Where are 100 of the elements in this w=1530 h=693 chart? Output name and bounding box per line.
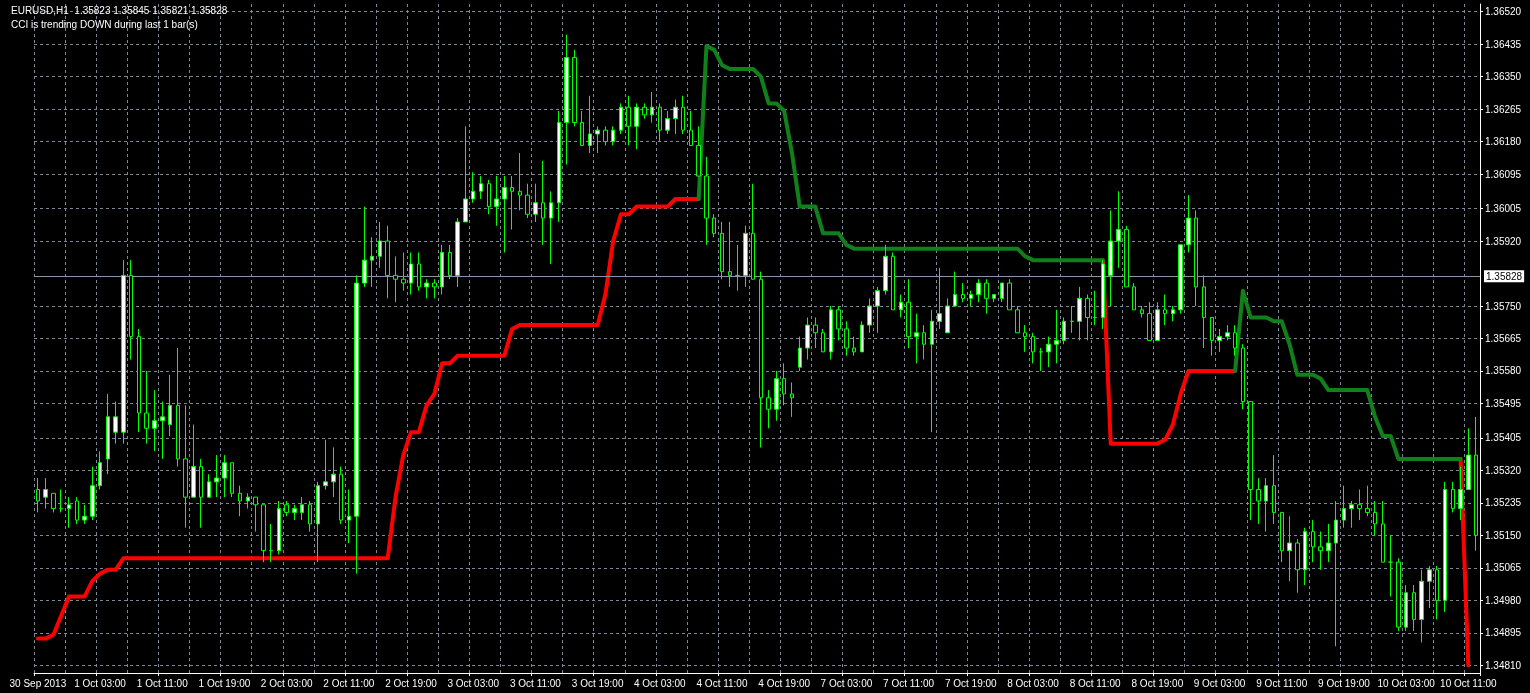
candlestick [634, 102, 639, 150]
candlestick [572, 49, 577, 127]
candlestick [300, 496, 304, 521]
candlestick [1373, 500, 1377, 536]
candlestick [704, 156, 709, 246]
candlestick [953, 271, 957, 307]
candlestick [176, 347, 180, 468]
candlestick [51, 492, 56, 513]
candlestick [759, 271, 763, 448]
candlestick [238, 485, 242, 517]
candlestick [67, 496, 71, 529]
candlestick [798, 336, 802, 372]
candlestick [1435, 565, 1439, 620]
candlestick [152, 389, 157, 452]
candlestick [316, 481, 320, 563]
candlestick [1116, 190, 1121, 269]
candlestick [121, 259, 126, 445]
candlestick [642, 102, 647, 120]
x-tick-label: 7 Oct 19:00 [944, 677, 998, 689]
candlestick [1054, 309, 1059, 364]
candlestick [1132, 282, 1136, 311]
candlestick [487, 179, 491, 215]
candlestick [199, 458, 203, 529]
candlestick [813, 316, 818, 349]
candlestick [191, 424, 196, 498]
candlestick [580, 110, 584, 146]
candlestick [207, 473, 211, 498]
candlestick [1412, 584, 1416, 632]
y-tick-label: 1.35920 [1485, 235, 1522, 247]
candlestick [253, 496, 258, 533]
candlestick [214, 454, 219, 498]
x-tick-label: 9 Oct 11:00 [1256, 677, 1308, 689]
candlestick [766, 389, 771, 429]
candlestick [417, 251, 421, 292]
candlestick [339, 466, 343, 525]
x-tick-label: 1 Oct 03:00 [74, 677, 127, 689]
candlestick [525, 183, 530, 219]
candlestick [1264, 477, 1268, 533]
x-tick-label: 3 Oct 19:00 [571, 677, 624, 689]
candlestick [1396, 557, 1401, 632]
candlestick [502, 175, 507, 253]
candlestick [1077, 286, 1082, 341]
candlestick [494, 175, 499, 227]
candlestick [409, 251, 413, 296]
y-tick-label: 1.35495 [1485, 397, 1522, 409]
candlestick [1318, 531, 1323, 571]
y-tick-label: 1.35405 [1485, 432, 1522, 444]
candlestick [1171, 305, 1175, 322]
y-tick-label: 1.36180 [1485, 136, 1522, 148]
candlestick [891, 251, 895, 311]
candlestick [829, 305, 833, 361]
candlestick [448, 244, 452, 280]
candlestick [1007, 278, 1012, 311]
candlestick [1466, 427, 1471, 490]
candlestick [36, 477, 40, 513]
candlestick [1388, 534, 1393, 598]
candlestick [603, 125, 608, 146]
y-tick-label: 1.36350 [1485, 71, 1522, 83]
candlestick [43, 477, 48, 510]
candlestick [821, 328, 825, 353]
candlestick [160, 401, 165, 460]
y-tick-label: 1.36520 [1485, 6, 1522, 18]
candlestick [689, 110, 693, 146]
candlestick [292, 504, 297, 521]
candlestick [518, 152, 522, 211]
candlestick [1062, 316, 1066, 345]
candlestick [385, 225, 390, 299]
candlestick [626, 95, 631, 146]
candlestick [1085, 294, 1090, 341]
candlestick [455, 217, 460, 288]
candlestick [471, 171, 475, 204]
candlestick [1357, 489, 1362, 521]
candlestick [401, 251, 406, 292]
candlestick [852, 336, 856, 357]
candlestick [1023, 324, 1027, 353]
y-tick-label: 1.34810 [1485, 659, 1522, 671]
candlestick [875, 286, 880, 334]
x-tick-label: 10 Oct 03:00 [1377, 677, 1436, 689]
candlestick [1233, 324, 1237, 357]
x-tick-label: 4 Oct 19:00 [758, 677, 811, 689]
candlestick [836, 305, 841, 341]
candlestick [90, 466, 95, 521]
candlestick [1241, 343, 1245, 410]
candlestick [1202, 274, 1206, 349]
candlestick [168, 374, 172, 437]
candlestick [308, 500, 312, 533]
y-tick-label: 1.35320 [1485, 464, 1522, 476]
candlestick [1124, 225, 1129, 288]
x-tick-label: 2 Oct 11:00 [323, 677, 375, 689]
candlestick [790, 381, 794, 418]
candlestick [1404, 584, 1408, 632]
candlestick [914, 313, 919, 364]
candlestick [393, 255, 398, 303]
candlestick [969, 290, 973, 307]
candlestick [1093, 290, 1097, 326]
candlestick [1070, 305, 1074, 334]
x-tick-label: 30 Sep 2013 [9, 677, 67, 689]
candlestick [976, 278, 981, 303]
candlestick [378, 221, 382, 269]
candlestick [1365, 485, 1370, 517]
